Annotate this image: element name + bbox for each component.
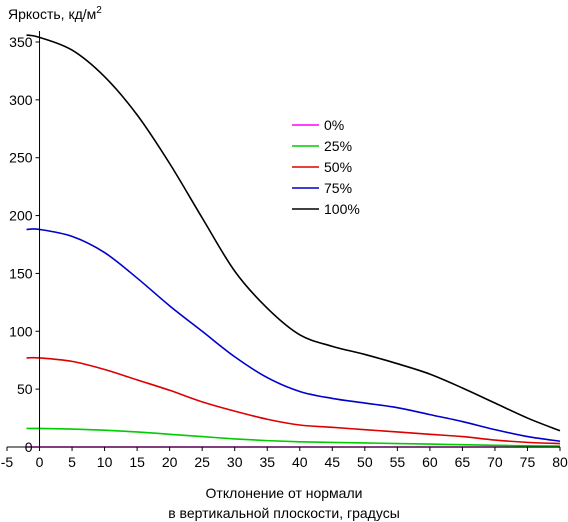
- x-tick-label: 10: [97, 454, 113, 470]
- y-tick-label: 100: [9, 323, 33, 339]
- x-tick-label: 65: [455, 454, 471, 470]
- x-tick-label: 35: [259, 454, 275, 470]
- series-line-1: [26, 427, 561, 447]
- x-tick-label: 70: [487, 454, 503, 470]
- x-tick-label: 50: [357, 454, 373, 470]
- x-tick-label: 80: [552, 454, 568, 470]
- x-tick-label: 45: [325, 454, 341, 470]
- y-tick-label: 0: [25, 439, 33, 455]
- series-line-3: [26, 228, 561, 443]
- x-tick-label: 5: [68, 454, 76, 470]
- plot-area: [26, 34, 561, 448]
- series-line-4: [26, 34, 561, 432]
- x-tick-label: -5: [1, 454, 14, 470]
- x-tick-label: 40: [292, 454, 308, 470]
- legend-label-3: 75%: [324, 180, 352, 196]
- y-tick-label: 300: [9, 92, 33, 108]
- y-tick-label: 350: [9, 34, 33, 50]
- x-axis-label-line2: в вертикальной плоскости, градусы: [168, 505, 400, 521]
- x-tick-label: 25: [194, 454, 210, 470]
- x-tick-label: 55: [390, 454, 406, 470]
- series-line-2: [26, 356, 561, 445]
- legend-label-1: 25%: [324, 138, 352, 154]
- y-axis-label: Яркость, кд/м2: [8, 5, 102, 22]
- x-tick-label: 60: [422, 454, 438, 470]
- legend-label-0: 0%: [324, 117, 344, 133]
- y-tick-label: 200: [9, 208, 33, 224]
- legend: 0% 25% 50% 75% 100%: [292, 117, 360, 217]
- x-tick-label: 75: [520, 454, 536, 470]
- x-tick-label: 15: [129, 454, 145, 470]
- x-tick-label: 30: [227, 454, 243, 470]
- y-tick-label: 50: [17, 381, 33, 397]
- axes: -5 0 5 10 15 20 25 30 35 40 45 50 55 60 65 70 75 80 0 50 100…: [1, 31, 568, 470]
- legend-label-4: 100%: [324, 201, 360, 217]
- legend-label-2: 50%: [324, 159, 352, 175]
- y-tick-label: 150: [9, 265, 33, 281]
- x-tick-label: 20: [162, 454, 178, 470]
- y-tick-label: 250: [9, 150, 33, 166]
- x-tick-label: 0: [36, 454, 44, 470]
- x-axis-label-line1: Отклонение от нормали: [206, 485, 363, 501]
